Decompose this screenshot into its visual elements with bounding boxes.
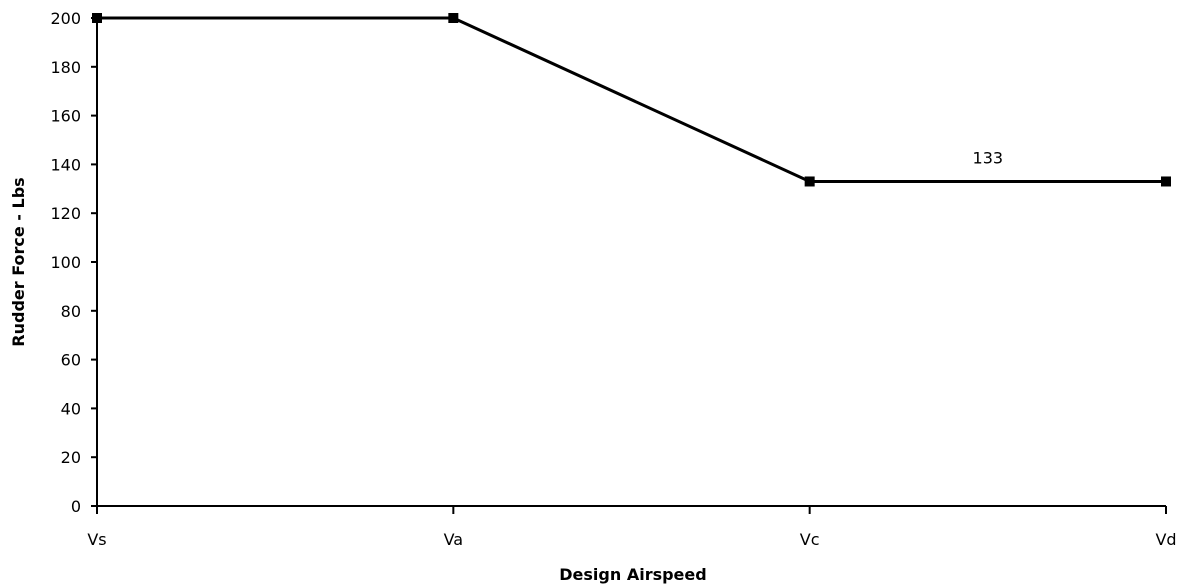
x-tick-label: Va xyxy=(444,530,464,549)
labels: 133 xyxy=(973,148,1004,167)
data-point-marker xyxy=(448,13,459,23)
x-tick-label: Vc xyxy=(800,530,820,549)
y-tick-label: 140 xyxy=(50,155,81,174)
y-tick-label: 0 xyxy=(71,497,81,516)
data-point-marker xyxy=(804,176,815,187)
data-label: 133 xyxy=(973,148,1004,167)
x-axis-title: Design Airspeed xyxy=(559,565,706,584)
y-tick-label: 80 xyxy=(61,302,81,321)
data-point-marker xyxy=(1161,176,1171,187)
ticks: 0 20 40 60 80 100 120 140 160 180 200 Vs Va Vc Vd xyxy=(50,9,1176,549)
series xyxy=(92,13,1171,187)
x-tick-label: Vd xyxy=(1155,530,1176,549)
x-tick-label: Vs xyxy=(87,530,106,549)
y-tick-label: 40 xyxy=(61,399,81,418)
y-tick-label: 200 xyxy=(50,9,81,28)
y-tick-label: 180 xyxy=(50,58,81,77)
y-tick-label: 120 xyxy=(50,204,81,223)
axes xyxy=(96,18,1166,507)
series-line xyxy=(97,16,1166,183)
y-tick-label: 60 xyxy=(61,351,81,370)
data-point-marker xyxy=(92,13,102,23)
y-tick-label: 160 xyxy=(50,107,81,126)
y-tick-label: 100 xyxy=(50,253,81,272)
y-axis-title: Rudder Force - Lbs xyxy=(9,177,28,346)
y-tick-label: 20 xyxy=(61,448,81,467)
